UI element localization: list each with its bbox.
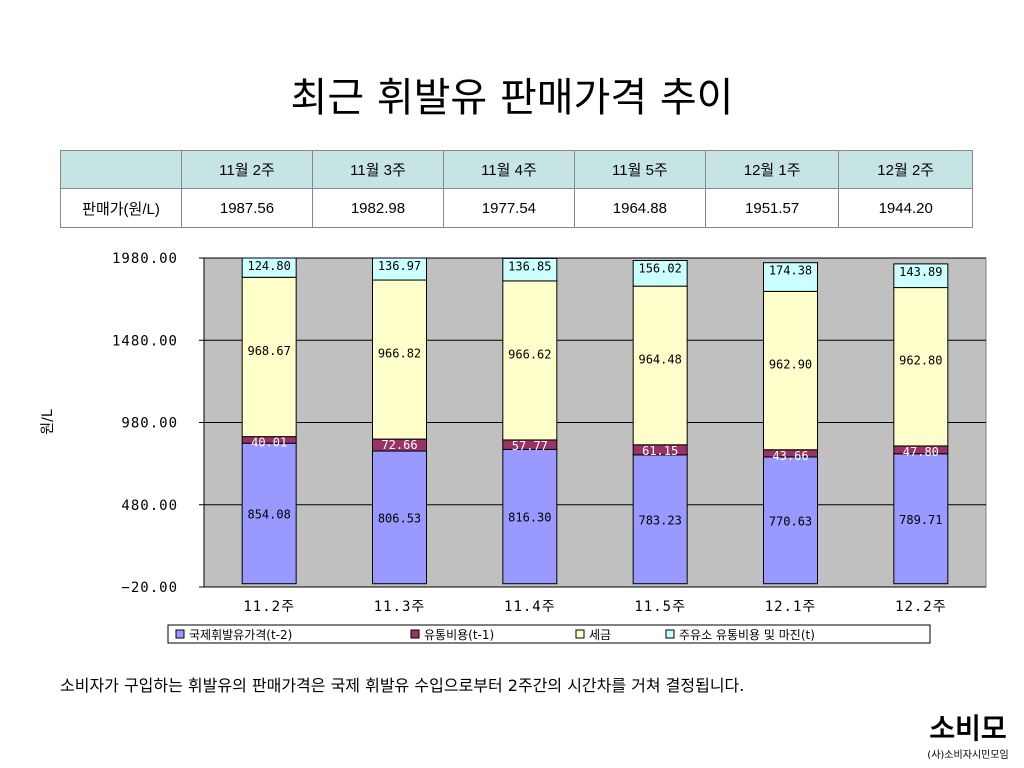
data-label: 806.53 — [378, 511, 421, 525]
table-header-cell: 12월 1주 — [704, 150, 840, 189]
bar-segment — [632, 285, 688, 446]
data-label: 854.08 — [247, 507, 290, 521]
bar-segment — [502, 257, 558, 282]
x-tick-label: 11.5주 — [634, 599, 686, 615]
table-row: 판매가(원/L) 1987.56 1982.98 1977.54 1964.88… — [60, 188, 973, 228]
x-tick-label: 11.2주 — [243, 599, 295, 615]
data-label: 816.30 — [508, 511, 551, 525]
legend-label: 세금 — [589, 628, 611, 642]
data-label: 789.71 — [899, 513, 942, 527]
legend-swatch — [665, 629, 675, 639]
data-label: 783.23 — [638, 513, 681, 527]
y-tick-label: 1980.00 — [112, 251, 178, 267]
table-cell: 1951.57 — [704, 188, 840, 228]
x-tick-label: 11.4주 — [504, 599, 556, 615]
table-cell: 1982.98 — [311, 188, 444, 228]
data-label: 770.63 — [769, 514, 812, 528]
bar-segment — [372, 279, 427, 440]
table-cell: 1944.20 — [838, 188, 973, 228]
table-header-cell: 11월 5주 — [573, 150, 706, 189]
data-label: 174.38 — [769, 264, 812, 278]
bar-segment — [372, 257, 427, 281]
legend-label: 유통비용(t-1) — [424, 628, 494, 642]
x-tick-label: 11.3주 — [374, 599, 426, 615]
bar-segment — [893, 263, 949, 289]
price-table: 11월 2주 11월 3주 11월 4주 11월 5주 12월 1주 12월 2… — [60, 150, 973, 228]
stacked-bar-chart: 1980.00 1480.00 980.00 480.00 −20.00 원/L 854.0… — [40, 251, 987, 644]
legend-label: 국제휘발유가격(t-2) — [189, 628, 292, 642]
organization-logo: 소비모 (사)소비자시민모임 — [927, 712, 1008, 761]
y-tick-label: −20.00 — [121, 580, 178, 596]
data-label: 136.85 — [508, 259, 551, 273]
data-label: 968.67 — [247, 344, 290, 358]
legend-swatch — [175, 629, 185, 639]
data-label: 966.62 — [508, 347, 551, 361]
bar-segment — [632, 259, 688, 287]
y-tick-label: 480.00 — [121, 498, 178, 514]
data-label: 136.97 — [378, 259, 421, 273]
page-title: 최근 휘발유 판매가격 추이 — [290, 75, 734, 121]
bar-segment — [241, 257, 297, 278]
legend-label: 주유소 유통비용 및 마진(t) — [679, 628, 815, 642]
data-label: 40.01 — [251, 436, 287, 450]
table-cell: 1987.56 — [181, 188, 313, 228]
bar-segment — [763, 290, 818, 451]
data-label: 72.66 — [381, 438, 417, 452]
data-label: 47.80 — [903, 445, 939, 459]
y-tick-label: 980.00 — [121, 416, 178, 432]
svg-text:(사)소비자시민모임: (사)소비자시민모임 — [927, 748, 1008, 761]
table-header-cell: 11월 3주 — [311, 150, 444, 189]
legend-swatch — [575, 629, 585, 639]
data-label: 143.89 — [899, 265, 942, 279]
table-cell: 1977.54 — [442, 188, 575, 228]
data-label: 124.80 — [247, 259, 290, 273]
table-cell: 1964.88 — [573, 188, 706, 228]
x-tick-label: 12.2주 — [895, 599, 947, 615]
table-corner-cell — [60, 150, 182, 189]
bar-segment — [763, 456, 818, 585]
data-label: 61.15 — [642, 444, 678, 458]
legend-swatch — [410, 629, 420, 639]
bar-segment — [763, 262, 818, 292]
svg-text:소비모: 소비모 — [929, 712, 1006, 745]
y-tick-label: 1480.00 — [112, 333, 178, 349]
data-label: 156.02 — [638, 261, 681, 275]
bar-segment — [502, 280, 558, 441]
table-header-cell: 11월 2주 — [181, 150, 313, 189]
table-header-row: 11월 2주 11월 3주 11월 4주 11월 5주 12월 1주 12월 2… — [60, 150, 973, 189]
data-label: 964.48 — [638, 352, 681, 366]
data-label: 962.80 — [899, 354, 942, 368]
table-row-header: 판매가(원/L) — [60, 188, 182, 228]
table-header-cell: 12월 2주 — [838, 150, 973, 189]
data-label: 57.77 — [512, 439, 548, 453]
y-axis-title: 원/L — [40, 409, 56, 435]
bar-segment — [893, 287, 949, 447]
table-header-cell: 11월 4주 — [442, 150, 575, 189]
data-label: 962.90 — [769, 358, 812, 372]
footnote-text: 소비자가 구입하는 휘발유의 판매가격은 국제 휘발유 수입으로부터 2주간의 … — [60, 676, 745, 695]
data-label: 966.82 — [378, 347, 421, 361]
data-label: 43.66 — [772, 449, 808, 463]
bar-segment — [893, 453, 949, 585]
legend-box — [167, 624, 931, 644]
x-tick-label: 12.1주 — [765, 599, 817, 615]
